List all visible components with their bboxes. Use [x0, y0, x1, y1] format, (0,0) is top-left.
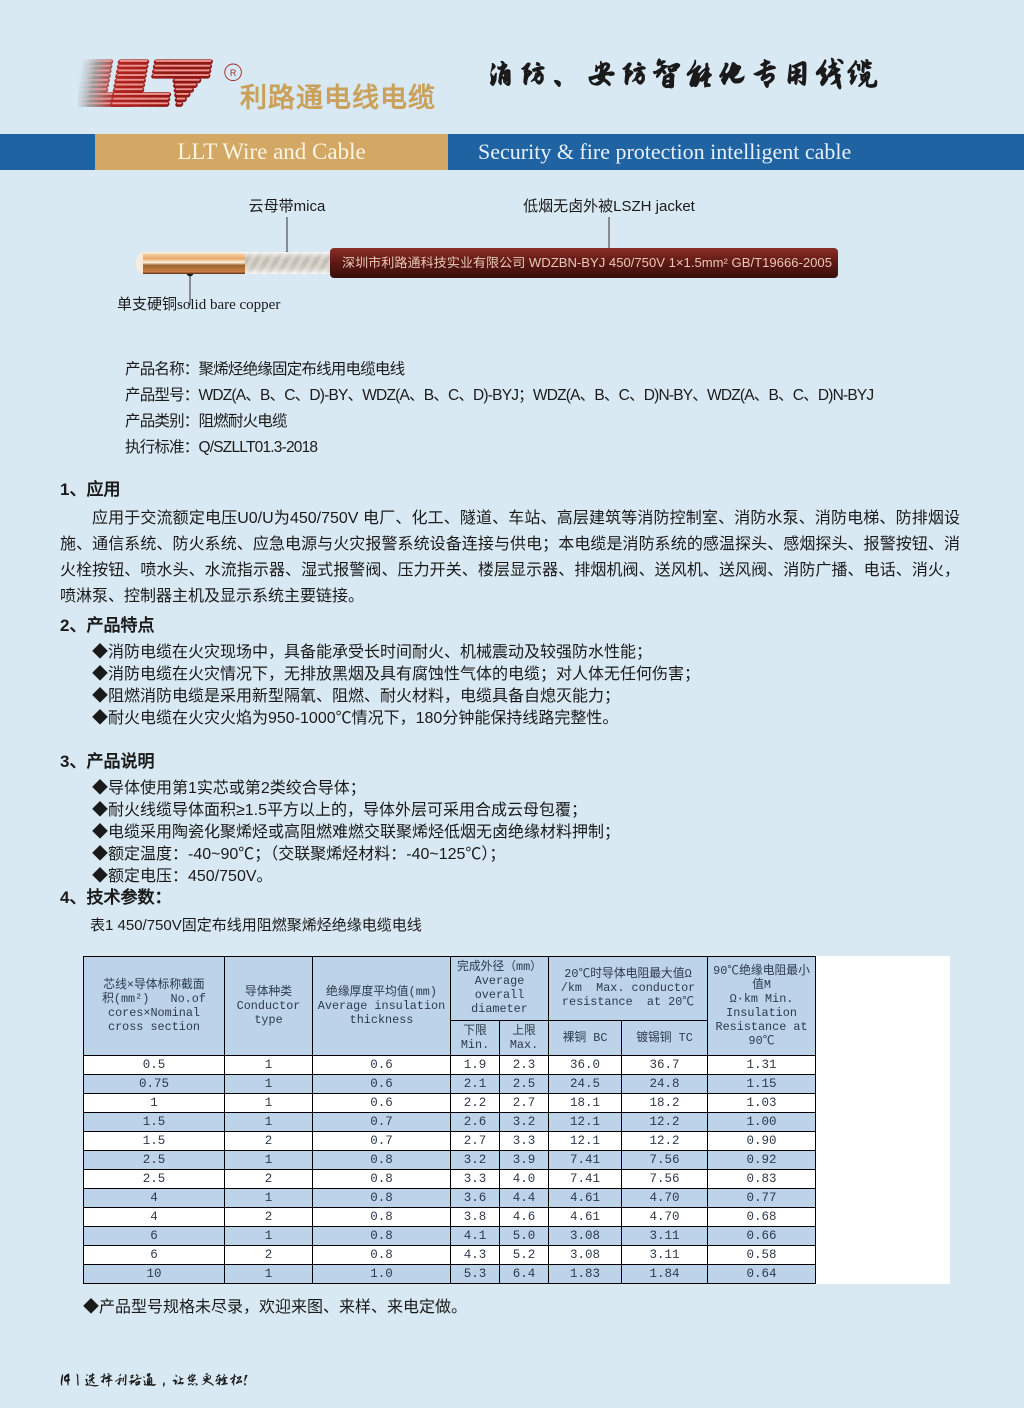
svg-text:深圳市利路通科技实业有限公司 WDZBN-BYJ 450: 深圳市利路通科技实业有限公司 WDZBN-BYJ 450/750V 1×1.5m… [342, 255, 832, 270]
svg-text:R: R [230, 68, 237, 78]
